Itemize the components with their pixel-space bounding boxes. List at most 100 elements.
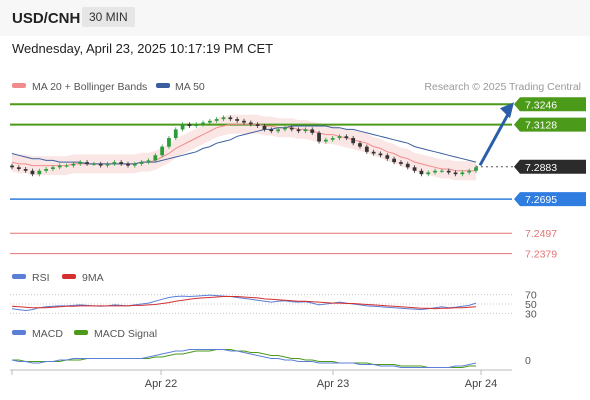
signal-legend-swatch bbox=[74, 330, 88, 335]
candle-body bbox=[221, 117, 226, 120]
forecast-arrow bbox=[478, 102, 514, 167]
ma50-legend-label: MA 50 bbox=[175, 81, 205, 93]
candle-body bbox=[283, 127, 287, 130]
candle-body bbox=[105, 163, 110, 166]
candle-body bbox=[44, 169, 48, 171]
candle-body bbox=[317, 132, 321, 142]
candle-body bbox=[126, 163, 130, 166]
level-tag-7.3246: 7.3246 bbox=[514, 97, 586, 112]
level-tag-7.2695: 7.2695 bbox=[514, 192, 586, 207]
candle-body bbox=[405, 163, 410, 168]
rsi-ma-line bbox=[11, 296, 477, 310]
candle-body bbox=[378, 153, 383, 156]
candle-body bbox=[474, 167, 478, 171]
level-tag-text: 7.2883 bbox=[525, 162, 557, 174]
candle-body bbox=[412, 167, 417, 171]
level-tag-7.2379: 7.2379 bbox=[525, 249, 557, 261]
level-tag-7.2497: 7.2497 bbox=[525, 228, 557, 240]
macd-line bbox=[11, 349, 477, 368]
candle-body bbox=[460, 172, 465, 175]
candlesticks bbox=[10, 115, 478, 177]
candle-body bbox=[92, 163, 96, 165]
rsi-legend-label: RSI bbox=[32, 272, 50, 284]
candle-body bbox=[296, 129, 301, 132]
candle-body bbox=[419, 170, 424, 175]
candle-body bbox=[324, 139, 328, 142]
rsi-ma-legend-label: 9MA bbox=[82, 272, 104, 284]
ma50-legend-swatch bbox=[156, 83, 170, 88]
candle-body bbox=[453, 172, 458, 175]
candle-body bbox=[10, 165, 14, 168]
candle-body bbox=[51, 167, 55, 170]
rsi-ma-legend-swatch bbox=[62, 274, 76, 279]
forecast-arrow-head bbox=[500, 102, 514, 119]
time-axis: Apr 22 Apr 23 Apr 24 bbox=[11, 370, 497, 390]
level-tag-box bbox=[514, 159, 586, 174]
candle-body bbox=[71, 163, 76, 166]
candle-body bbox=[385, 155, 390, 159]
candle-body bbox=[235, 119, 240, 121]
candle-body bbox=[180, 124, 185, 130]
level-labels: 7.3246 7.3128 7.2883 7.2695 7.2497 7.2379 bbox=[514, 97, 586, 261]
level-tag-text: 7.3128 bbox=[525, 120, 557, 132]
timeframe-button[interactable]: 30 MIN bbox=[82, 7, 135, 27]
candle-body bbox=[16, 167, 21, 170]
candle-body bbox=[269, 129, 274, 132]
candle-body bbox=[57, 165, 62, 168]
candle-body bbox=[146, 160, 151, 163]
level-tag-box bbox=[514, 192, 586, 207]
candle-body bbox=[392, 158, 396, 163]
level-tag-box bbox=[514, 97, 586, 112]
candle-body bbox=[201, 122, 205, 125]
candle-body bbox=[30, 170, 35, 175]
candle-body bbox=[208, 120, 212, 123]
price-legend: MA 20 + Bollinger Bands MA 50 Research ©… bbox=[12, 81, 581, 93]
candle-body bbox=[37, 170, 42, 175]
rsi-legend: RSI 9MA bbox=[12, 272, 104, 284]
level-tag-box bbox=[514, 117, 586, 132]
time-tick-label: Apr 23 bbox=[317, 378, 349, 390]
ma50-line bbox=[11, 125, 477, 165]
rsi-level-label: 70 bbox=[525, 290, 537, 302]
level-tag-text: 7.2695 bbox=[525, 194, 557, 206]
candle-body bbox=[112, 162, 117, 164]
candle-body bbox=[132, 163, 137, 166]
header-bar: USD/CNH 30 MIN bbox=[0, 0, 590, 36]
candle-body bbox=[351, 138, 356, 144]
signal-legend-label: MACD Signal bbox=[94, 328, 157, 340]
candle-body bbox=[358, 143, 362, 147]
candle-body bbox=[426, 172, 431, 175]
level-tag-7.3128: 7.3128 bbox=[514, 117, 586, 132]
candle-body bbox=[262, 125, 267, 130]
credit-label: Research © 2025 Trading Central bbox=[424, 81, 581, 93]
candle-body bbox=[303, 129, 308, 132]
candle-body bbox=[433, 170, 437, 173]
time-tick-label: Apr 22 bbox=[145, 378, 177, 390]
candle-body bbox=[167, 138, 171, 147]
macd-zero-label: 0 bbox=[525, 355, 531, 367]
candle-body bbox=[337, 136, 342, 139]
forecast-arrow-shaft bbox=[478, 113, 510, 167]
ma20-legend-swatch bbox=[12, 83, 26, 88]
candle-body bbox=[98, 163, 103, 166]
candle-body bbox=[139, 162, 144, 164]
macd-panel: 0 bbox=[11, 349, 531, 368]
rsi-level-label: 50 bbox=[525, 299, 537, 311]
candle-body bbox=[399, 162, 403, 164]
candle-body bbox=[344, 136, 349, 139]
candle-body bbox=[64, 165, 69, 167]
candle-body bbox=[23, 169, 28, 171]
rsi-legend-swatch bbox=[12, 274, 26, 279]
symbol-title: USD/CNH bbox=[12, 10, 81, 27]
candle-body bbox=[194, 124, 199, 126]
candle-body bbox=[78, 162, 83, 164]
candle-body bbox=[119, 162, 124, 164]
candle-body bbox=[440, 170, 444, 172]
candle-body bbox=[289, 127, 294, 130]
candle-body bbox=[248, 122, 253, 125]
candle-body bbox=[242, 120, 246, 123]
level-tag-text: 7.3246 bbox=[525, 99, 557, 111]
time-tick-label: Apr 24 bbox=[465, 378, 497, 390]
